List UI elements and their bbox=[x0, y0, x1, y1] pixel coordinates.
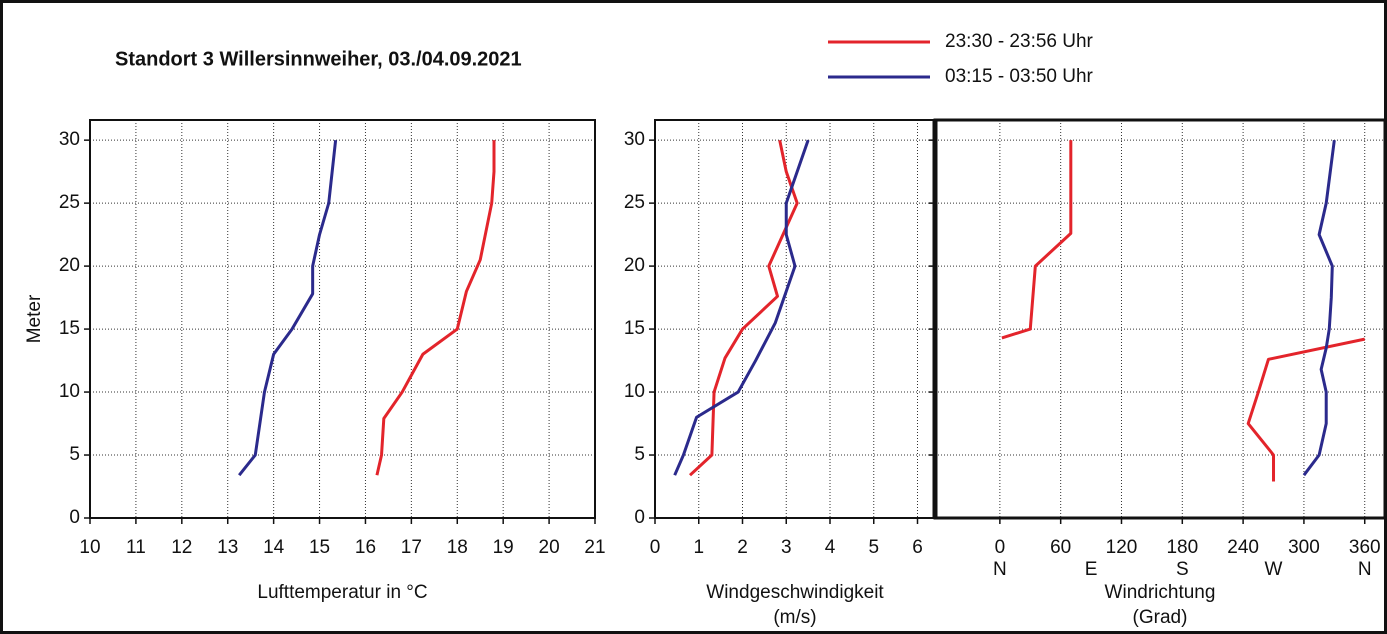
compass-label: W bbox=[1265, 559, 1283, 580]
x-tick-label: 120 bbox=[1106, 537, 1138, 558]
x-tick-label: 13 bbox=[217, 537, 238, 558]
x-tick-label: 0 bbox=[650, 537, 661, 558]
x-tick-label: 1 bbox=[693, 537, 704, 558]
x-tick-label: 11 bbox=[126, 537, 146, 558]
y-tick-label: 25 bbox=[624, 192, 645, 213]
y-tick-label: 0 bbox=[634, 507, 645, 528]
y-tick-label: 5 bbox=[634, 444, 645, 465]
x-tick-label: 6 bbox=[912, 537, 923, 558]
compass-label: E bbox=[1085, 559, 1098, 580]
x-axis-label: Windrichtung bbox=[1105, 582, 1216, 603]
x-tick-label: 14 bbox=[263, 537, 285, 558]
y-tick-label: 0 bbox=[69, 507, 80, 528]
x-tick-label: 4 bbox=[825, 537, 836, 558]
y-tick-label: 25 bbox=[59, 192, 80, 213]
x-axis-label: Windgeschwindigkeit bbox=[706, 582, 884, 603]
x-tick-label: 18 bbox=[447, 537, 468, 558]
y-tick-label: 30 bbox=[624, 129, 645, 150]
x-tick-label: 360 bbox=[1349, 537, 1381, 558]
x-tick-label: 60 bbox=[1050, 537, 1071, 558]
compass-label: S bbox=[1176, 559, 1189, 580]
x-tick-label: 15 bbox=[309, 537, 330, 558]
series-line bbox=[1302, 139, 1336, 477]
y-tick-label: 5 bbox=[69, 444, 80, 465]
series-line bbox=[1001, 140, 1073, 340]
y-tick-label: 30 bbox=[59, 129, 80, 150]
x-tick-label: 180 bbox=[1166, 537, 1198, 558]
x-tick-label: 17 bbox=[401, 537, 422, 558]
legend-label: 23:30 - 23:56 Uhr bbox=[945, 31, 1094, 52]
compass-label: N bbox=[1358, 559, 1372, 580]
x-tick-label: 20 bbox=[539, 537, 560, 558]
y-tick-label: 10 bbox=[59, 381, 80, 402]
x-axis-label: (m/s) bbox=[773, 607, 816, 628]
y-tick-label: 20 bbox=[59, 255, 80, 276]
x-tick-label: 21 bbox=[584, 537, 605, 558]
y-tick-label: 20 bbox=[624, 255, 645, 276]
y-tick-label: 10 bbox=[624, 381, 645, 402]
x-tick-label: 2 bbox=[737, 537, 748, 558]
x-tick-label: 16 bbox=[355, 537, 376, 558]
x-tick-label: 3 bbox=[781, 537, 792, 558]
x-tick-label: 240 bbox=[1227, 537, 1259, 558]
series-line bbox=[238, 139, 338, 477]
y-axis-label: Meter bbox=[24, 294, 45, 343]
x-tick-label: 12 bbox=[171, 537, 192, 558]
x-tick-label: 10 bbox=[79, 537, 100, 558]
legend-label: 03:15 - 03:50 Uhr bbox=[945, 66, 1094, 87]
x-axis-label: Lufttemperatur in °C bbox=[257, 582, 427, 603]
x-tick-label: 19 bbox=[493, 537, 514, 558]
series-line bbox=[1246, 337, 1366, 482]
series-line bbox=[673, 139, 810, 476]
chart-title: Standort 3 Willersinnweiher, 03./04.09.2… bbox=[115, 48, 522, 70]
x-tick-label: 5 bbox=[868, 537, 879, 558]
x-tick-label: 300 bbox=[1288, 537, 1320, 558]
series-line bbox=[375, 140, 496, 476]
x-tick-label: 0 bbox=[995, 537, 1006, 558]
y-tick-label: 15 bbox=[59, 318, 80, 339]
x-axis-label: (Grad) bbox=[1133, 607, 1188, 628]
compass-label: N bbox=[993, 559, 1007, 580]
plot-frame bbox=[89, 119, 596, 519]
y-tick-label: 15 bbox=[624, 318, 645, 339]
